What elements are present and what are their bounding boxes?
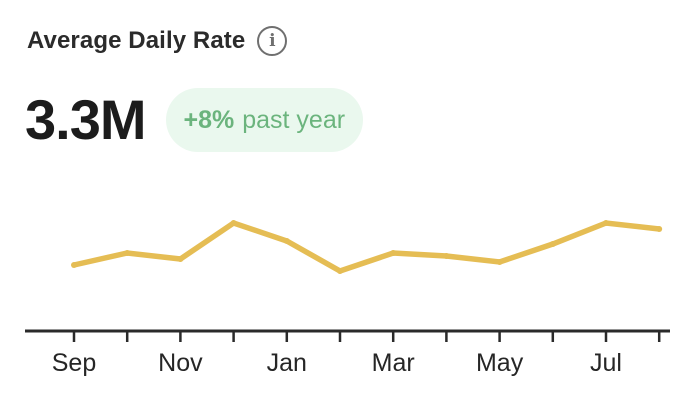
data-point bbox=[603, 220, 609, 226]
x-tick-label: Mar bbox=[372, 349, 415, 377]
data-point bbox=[124, 250, 131, 256]
x-tick-label: May bbox=[476, 349, 524, 377]
x-tick-label: Sep bbox=[52, 349, 96, 377]
metric-value: 3.3M bbox=[25, 88, 146, 151]
data-point bbox=[71, 262, 77, 268]
change-value: +8% bbox=[183, 105, 235, 134]
data-point bbox=[549, 241, 556, 247]
data-point bbox=[496, 259, 503, 265]
change-label: past year bbox=[242, 105, 346, 134]
change-badge: +8% past year bbox=[165, 88, 364, 152]
data-point bbox=[283, 238, 290, 244]
data-point bbox=[443, 253, 450, 259]
card-header: Average Daily Rate i bbox=[27, 26, 288, 56]
x-tick-label: Nov bbox=[158, 349, 203, 377]
info-icon[interactable]: i bbox=[257, 26, 288, 56]
series-line bbox=[73, 219, 660, 274]
x-tick-label: Jul bbox=[590, 349, 622, 377]
data-point bbox=[177, 256, 184, 262]
data-point bbox=[390, 250, 397, 256]
x-tick-label: Jan bbox=[267, 349, 307, 377]
data-point bbox=[337, 268, 343, 274]
metric-row: 3.3M +8% past year bbox=[25, 86, 364, 154]
data-point bbox=[230, 220, 237, 226]
card-title: Average Daily Rate bbox=[27, 27, 246, 54]
data-point bbox=[656, 226, 663, 232]
